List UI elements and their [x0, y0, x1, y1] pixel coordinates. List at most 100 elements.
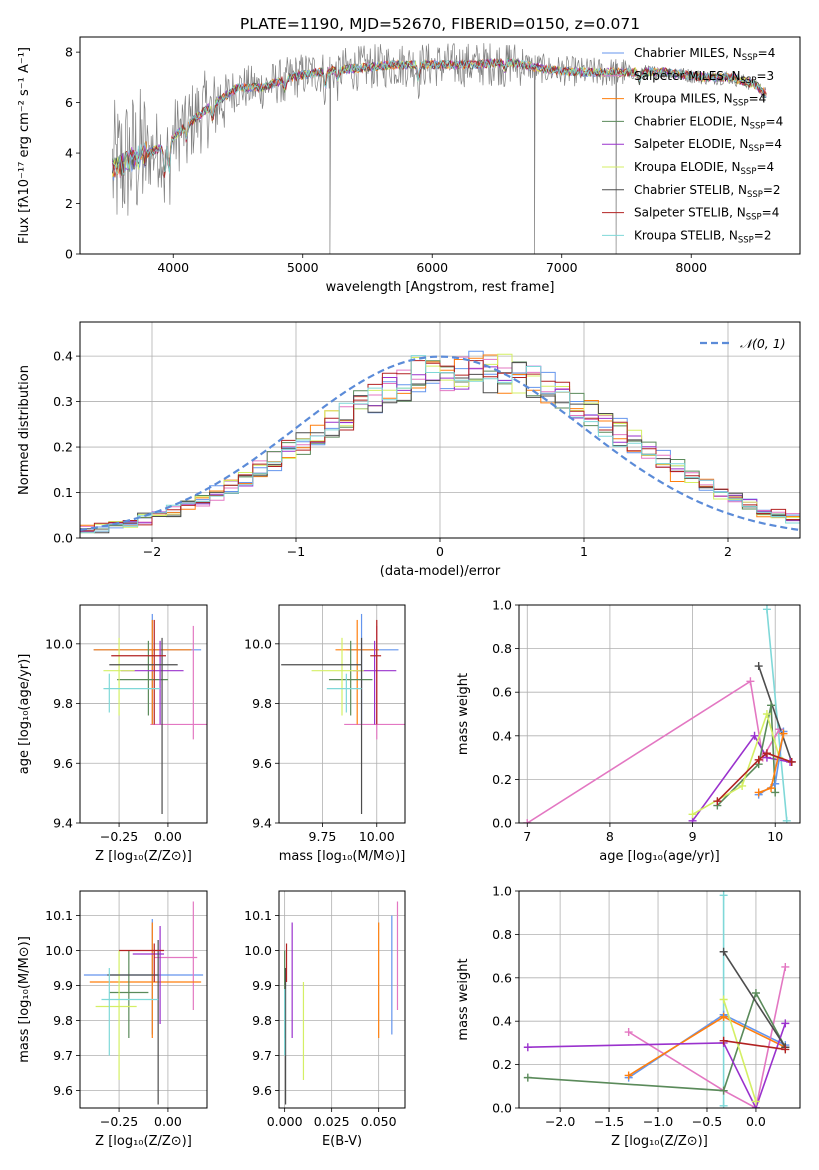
- panel-weight-Z: −2.0 −1.5 −1.0 −0.5 0.0 0.0 0.2 0.4 0.6 0.8 1.0 Z […: [456, 884, 801, 1149]
- legend-label-text: Kroupa STELIB, N: [634, 228, 738, 242]
- x-tick-label: 0.00: [154, 1114, 182, 1129]
- y-tick-label: 0.4: [492, 1014, 512, 1029]
- residual-histogram: [80, 355, 800, 534]
- x-tick-label: 9: [689, 829, 697, 844]
- legend-label-sub: SSP: [748, 144, 764, 154]
- legend-label-n: =4: [756, 160, 774, 174]
- panel-mass-Z: −0.25 0.00 9.6 9.7 9.8 9.9 10.0 10.1 Z [log₁₀(Z/…: [17, 890, 208, 1149]
- y-tick-label: 2: [65, 196, 73, 211]
- panel-spectrum: 4000 5000 6000 7000 8000 0 2 4 6 8 wavelength [Ang…: [17, 36, 801, 295]
- weight-line: [526, 679, 780, 823]
- weight-line: [766, 609, 788, 821]
- axes-frame: [278, 890, 406, 1109]
- plot-area: [83, 901, 204, 1105]
- y-tick-label: 0.0: [492, 1101, 512, 1116]
- legend-label: 𝒩(0, 1): [740, 336, 786, 351]
- x-tick-label: −1.5: [594, 1114, 624, 1129]
- weight-marker: [767, 784, 776, 793]
- x-tick-label: 2: [724, 544, 732, 559]
- weight-marker: [719, 995, 728, 1004]
- x-tick-label: −1: [287, 544, 305, 559]
- legend-label-text: Salpeter MILES, N: [634, 69, 741, 83]
- legend-label-text: Kroupa ELODIE, N: [634, 160, 741, 174]
- y-tick-label: 10.0: [45, 943, 73, 958]
- y-axis-label: mass weight: [456, 958, 471, 1040]
- panel-age-mass: 9.75 10.00 9.4 9.6 9.8 10.0 mass [log₁₀(M/M⊙)]: [244, 604, 406, 864]
- x-tick-label: 8000: [675, 260, 707, 275]
- model-spectrum-line: [112, 58, 767, 176]
- axes-frame: [79, 604, 208, 824]
- figure-title: PLATE=1190, MJD=52670, FIBERID=0150, z=0…: [240, 15, 640, 33]
- x-axis-label: age [log₁₀(age/yr)]: [599, 849, 720, 864]
- y-tick-label: 9.4: [252, 816, 272, 831]
- x-tick-label: 0.025: [314, 1114, 350, 1129]
- x-tick-label: 6000: [416, 260, 448, 275]
- y-tick-label: 9.6: [252, 1083, 272, 1098]
- y-tick-label: 0.2: [53, 440, 73, 455]
- y-tick-label: 0.1: [53, 485, 73, 500]
- y-tick-label: 9.8: [53, 696, 73, 711]
- legend-label-text: Chabrier STELIB, N: [634, 183, 747, 197]
- legend-label-sub: SSP: [747, 190, 763, 200]
- weight-marker: [719, 891, 728, 900]
- plot-area: [112, 43, 767, 254]
- legend-label-n: =3: [756, 69, 774, 83]
- y-tick-label: 9.6: [252, 756, 272, 771]
- y-tick-label: 9.4: [53, 816, 73, 831]
- weight-marker: [779, 729, 788, 738]
- x-axis-label: wavelength [Angstrom, rest frame]: [326, 280, 555, 295]
- y-tick-label: 0.0: [53, 531, 73, 546]
- legend-label-sub: SSP: [738, 235, 754, 245]
- y-tick-label: 4: [65, 146, 73, 161]
- x-tick-label: 7: [523, 829, 531, 844]
- y-axis-label: Normed distribution: [17, 365, 32, 495]
- weight-marker: [523, 1043, 532, 1052]
- x-tick-label: −2.0: [545, 1114, 575, 1129]
- weight-marker: [762, 749, 771, 758]
- grid-lines: [80, 891, 207, 1108]
- weight-marker: [719, 1036, 728, 1045]
- panel-mass-EBV: 0.000 0.025 0.050 9.6 9.7 9.8 9.9 10.0 10.1 E(B-V…: [244, 890, 406, 1149]
- weight-line: [722, 951, 786, 1048]
- axes-frame: [79, 890, 208, 1109]
- legend-label: Kroupa ELODIE, NSSP=4: [634, 160, 774, 177]
- y-tick-label: 0.2: [492, 1057, 512, 1072]
- weight-marker: [754, 755, 763, 764]
- x-tick-label: 10.00: [359, 829, 395, 844]
- weight-line: [723, 1039, 786, 1051]
- y-tick-label: 10.0: [45, 636, 73, 651]
- axes-frame: [278, 604, 406, 824]
- legend-label-sub: SSP: [733, 99, 749, 109]
- y-tick-label: 9.8: [252, 1013, 272, 1028]
- panel-residuals: −2 −1 0 1 2 0.0 0.1 0.2 0.3 0.4 (data-model)/error…: [17, 321, 801, 579]
- x-tick-label: −0.25: [100, 829, 138, 844]
- weight-marker: [781, 1019, 790, 1028]
- y-axis-label: mass [log₁₀(M/M⊙)]: [17, 936, 32, 1063]
- y-tick-label: 10.1: [244, 908, 272, 923]
- legend-label-n: =2: [763, 183, 781, 197]
- plot-area: [281, 613, 405, 815]
- legend-label: Chabrier ELODIE, NSSP=4: [634, 114, 783, 131]
- x-axis-label: Z [log₁₀(Z/Z⊙)]: [95, 849, 192, 864]
- weight-marker: [738, 781, 747, 790]
- plot-area: [80, 350, 800, 534]
- y-tick-label: 9.9: [53, 978, 73, 993]
- x-tick-label: −0.25: [100, 1114, 138, 1129]
- y-axis-label: mass weight: [456, 673, 471, 755]
- plot-area: [93, 613, 207, 815]
- x-tick-label: 0.0: [746, 1114, 766, 1129]
- y-tick-label: 9.7: [53, 1048, 73, 1063]
- legend-label-sub: SSP: [741, 167, 757, 177]
- legend-label-text: Chabrier ELODIE, N: [634, 114, 750, 128]
- weight-marker: [713, 797, 722, 806]
- x-tick-label: 10: [767, 829, 783, 844]
- legend-label-n: =4: [758, 46, 776, 60]
- weight-marker: [781, 1045, 790, 1054]
- legend-label-sub: SSP: [741, 76, 757, 86]
- grid-lines: [279, 891, 405, 1108]
- weight-marker: [523, 819, 532, 823]
- y-tick-label: 9.6: [53, 1083, 73, 1098]
- x-tick-label: −0.5: [692, 1114, 722, 1129]
- legend: 𝒩(0, 1): [700, 336, 786, 351]
- legend-label: Chabrier STELIB, NSSP=2: [634, 183, 781, 200]
